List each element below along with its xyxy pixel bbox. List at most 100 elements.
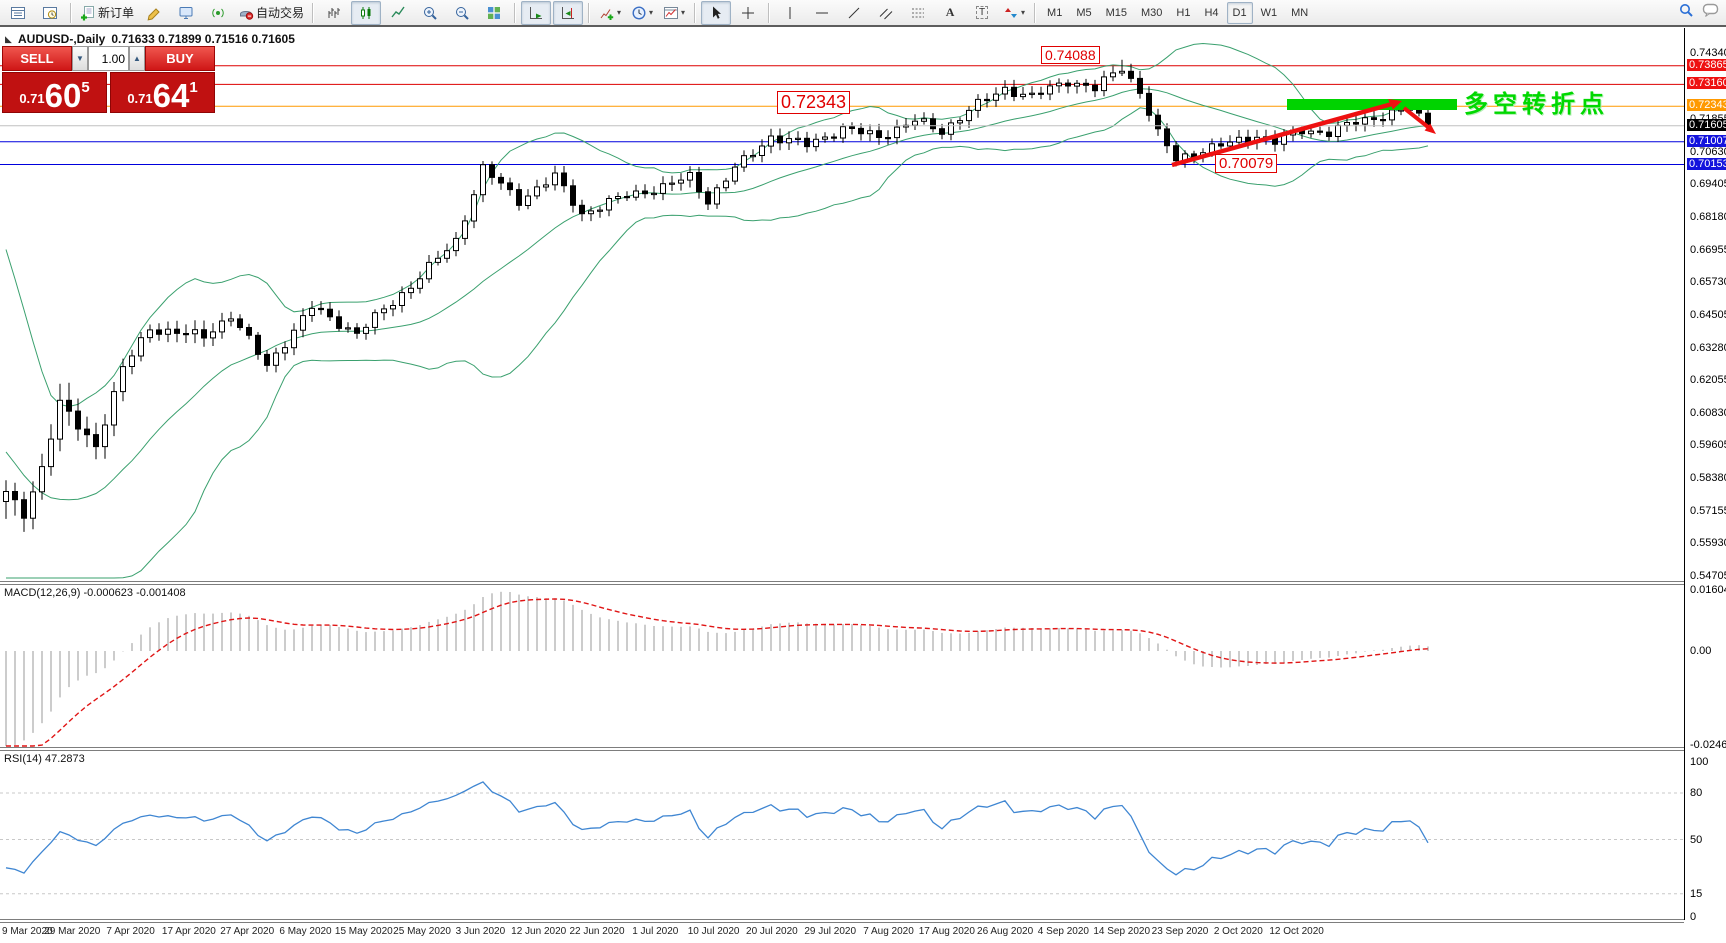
date-label: 14 Sep 2020 bbox=[1093, 926, 1151, 937]
price-tick: 0.60830 bbox=[1690, 406, 1726, 419]
dropdown-caret: ▾ bbox=[681, 7, 686, 17]
channel-tool-icon[interactable] bbox=[871, 1, 901, 25]
arrows-tool-icon[interactable]: ▾ bbox=[999, 1, 1029, 25]
sell-price-prefix: 0.71 bbox=[19, 91, 45, 106]
price-axis-border bbox=[1684, 28, 1685, 920]
timeframe-m1[interactable]: M1 bbox=[1047, 6, 1063, 19]
zoom-out-icon[interactable] bbox=[447, 1, 477, 25]
date-label: 9 Mar 2020 bbox=[2, 926, 53, 937]
tile-windows-icon[interactable] bbox=[479, 1, 509, 25]
zoom-in-icon[interactable] bbox=[415, 1, 445, 25]
sell-button[interactable]: SELL bbox=[2, 46, 72, 71]
terminal-icon[interactable] bbox=[171, 1, 201, 25]
top-toolbar: 新订单 自动交易 ▾ ▾ ▾ bbox=[0, 0, 1726, 27]
chart-shift-icon[interactable] bbox=[553, 0, 584, 25]
toolbar-separator bbox=[70, 2, 72, 23]
template-icon[interactable]: ▾ bbox=[659, 1, 689, 25]
line-chart-mode-icon[interactable] bbox=[383, 1, 413, 25]
text-tool-icon[interactable]: A bbox=[945, 5, 955, 19]
chat-icon[interactable] bbox=[1702, 2, 1720, 18]
timeframe-d1[interactable]: D1 bbox=[1226, 1, 1253, 24]
timeframe-h1[interactable]: H1 bbox=[1176, 6, 1191, 19]
styler-crayon-icon[interactable] bbox=[139, 1, 169, 25]
buy-button[interactable]: BUY bbox=[145, 46, 215, 71]
high-price-annotation[interactable]: 0.74088 bbox=[1041, 46, 1100, 64]
fibonacci-tool-icon[interactable] bbox=[903, 1, 933, 25]
price-tick: 0.69405 bbox=[1690, 178, 1726, 191]
text-label-tool-icon[interactable]: T bbox=[967, 1, 997, 25]
auto-scroll-icon[interactable] bbox=[521, 0, 552, 25]
sell-price-tile[interactable]: 0.71 60 5 bbox=[2, 72, 107, 113]
buy-price-tile[interactable]: 0.71 64 1 bbox=[110, 72, 215, 113]
chart-canvas[interactable] bbox=[0, 28, 1684, 919]
rsi-label: RSI(14) 47.2873 bbox=[4, 753, 85, 765]
price-level-badge: 0.71605 bbox=[1687, 118, 1726, 131]
pane-separator-main-macd[interactable] bbox=[0, 581, 1684, 585]
price-tick: 0.68180 bbox=[1690, 211, 1726, 224]
date-label: 25 May 2020 bbox=[393, 926, 452, 937]
resistance-price-annotation[interactable]: 0.72343 bbox=[777, 91, 851, 114]
pane-separator-macd-rsi[interactable] bbox=[0, 747, 1684, 751]
price-tick: 0.63280 bbox=[1690, 341, 1726, 354]
vertical-line-tool-icon[interactable] bbox=[775, 1, 805, 25]
date-label: 26 Aug 2020 bbox=[977, 926, 1034, 937]
auto-trading-button[interactable]: 自动交易 bbox=[235, 1, 307, 25]
date-label: 10 Jul 2020 bbox=[687, 926, 740, 937]
market-signal-icon[interactable] bbox=[203, 1, 233, 25]
rsi-tick: 50 bbox=[1690, 833, 1703, 846]
pane-separator-rsi-dates bbox=[0, 919, 1684, 923]
turning-point-annotation[interactable]: 多空转折点 bbox=[1464, 91, 1609, 118]
buy-price-big: 64 bbox=[152, 76, 190, 114]
rsi-tick: 80 bbox=[1690, 787, 1703, 799]
cursor-tool-icon[interactable] bbox=[701, 0, 732, 25]
bar-chart-mode-icon[interactable] bbox=[319, 1, 349, 25]
date-label: 12 Jun 2020 bbox=[511, 926, 567, 937]
price-tick: 0.59605 bbox=[1690, 439, 1726, 452]
low-price-annotation[interactable]: 0.70079 bbox=[1215, 154, 1278, 173]
macd-tick: 0.016048 bbox=[1690, 584, 1726, 596]
add-indicator-icon[interactable]: ▾ bbox=[595, 1, 625, 25]
price-tick: 0.74340 bbox=[1690, 47, 1726, 59]
date-label: 12 Oct 2020 bbox=[1269, 926, 1324, 937]
timeframe-m30[interactable]: M30 bbox=[1141, 6, 1163, 19]
buy-price-prefix: 0.71 bbox=[127, 91, 153, 106]
price-tick: 0.58380 bbox=[1690, 472, 1726, 485]
timeframe-m15[interactable]: M15 bbox=[1105, 6, 1127, 19]
price-tick: 0.54705 bbox=[1690, 570, 1726, 582]
macd-tick: 0.00 bbox=[1690, 645, 1712, 657]
crosshair-tool-icon[interactable] bbox=[733, 1, 763, 25]
toolbar-separator bbox=[694, 2, 697, 23]
history-window-icon[interactable] bbox=[35, 1, 65, 25]
candlestick-mode-icon[interactable] bbox=[351, 0, 382, 25]
price-level-badge: 0.70153 bbox=[1687, 157, 1726, 170]
new-order-button[interactable]: 新订单 bbox=[77, 1, 137, 25]
trendline-tool-icon[interactable] bbox=[839, 1, 869, 25]
price-level-badge: 0.73865 bbox=[1687, 58, 1726, 71]
price-tick: 0.65730 bbox=[1690, 276, 1726, 289]
chart-title: AUDUSD-,Daily 0.71633 0.71899 0.71516 0.7… bbox=[18, 32, 301, 46]
auto-trading-label: 自动交易 bbox=[256, 6, 305, 20]
horizontal-line-tool-icon[interactable] bbox=[807, 1, 837, 25]
date-label: 3 Jun 2020 bbox=[455, 926, 506, 937]
date-label: 7 Aug 2020 bbox=[863, 926, 914, 937]
timeframe-m5[interactable]: M5 bbox=[1076, 6, 1092, 19]
volume-increase-button[interactable]: ▲ bbox=[129, 46, 145, 71]
date-label: 22 Jun 2020 bbox=[569, 926, 625, 937]
chart-list-window-icon[interactable] bbox=[3, 1, 33, 25]
macd-label: MACD(12,26,9) -0.000623 -0.001408 bbox=[4, 587, 186, 599]
periods-clock-icon[interactable]: ▾ bbox=[627, 1, 657, 25]
volume-input[interactable] bbox=[88, 46, 129, 71]
date-label: 29 Jul 2020 bbox=[804, 926, 857, 937]
price-tick: 0.66955 bbox=[1690, 243, 1726, 256]
chart-symbol-marker-icon: ◣ bbox=[5, 34, 12, 44]
price-tick: 0.57155 bbox=[1690, 504, 1726, 517]
date-label: 23 Sep 2020 bbox=[1151, 926, 1209, 937]
timeframe-mn[interactable]: MN bbox=[1291, 6, 1309, 19]
price-tick: 0.55930 bbox=[1690, 537, 1726, 550]
price-tick: 0.64505 bbox=[1690, 308, 1726, 321]
timeframe-h4[interactable]: H4 bbox=[1204, 6, 1219, 19]
search-icon[interactable] bbox=[1678, 2, 1694, 18]
volume-decrease-button[interactable]: ▼ bbox=[72, 46, 88, 71]
timeframe-w1[interactable]: W1 bbox=[1260, 6, 1278, 19]
date-label: 4 Sep 2020 bbox=[1037, 926, 1089, 937]
